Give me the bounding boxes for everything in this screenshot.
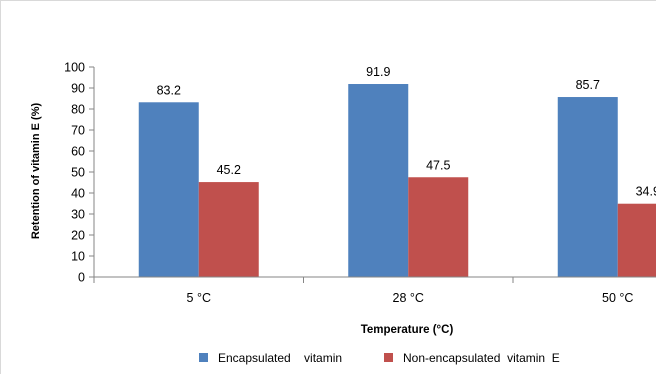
y-tick-label: 90 [71, 82, 85, 96]
x-tick-label: 28 °C [393, 291, 424, 305]
legend-label: Encapsulated vitamin [218, 351, 342, 365]
legend-swatch [199, 353, 208, 362]
bar [348, 84, 409, 277]
x-tick-label: 50 °C [602, 291, 633, 305]
x-tick-label: 5 °C [187, 291, 211, 305]
legend-swatch [384, 353, 393, 362]
y-tick-label: 80 [71, 103, 85, 117]
y-tick-label: 100 [64, 61, 85, 75]
y-axis-ticks: 0 10 20 30 40 50 60 70 80 90 100 [64, 61, 94, 285]
y-tick-label: 40 [71, 187, 85, 201]
bar [617, 203, 656, 277]
y-tick-label: 50 [71, 166, 85, 180]
bar-value-label: 45.2 [217, 163, 241, 177]
bar-value-label: 85.7 [576, 78, 600, 92]
y-tick-label: 30 [71, 208, 85, 222]
bar-value-label: 91.9 [366, 65, 390, 79]
bar-value-label: 34.9 [636, 185, 656, 199]
x-axis-ticks: 5 °C 28 °C 50 °C [93, 277, 633, 305]
y-tick-label: 0 [78, 271, 85, 285]
bars [138, 84, 656, 277]
y-axis-title: Retention of vitamin E (%) [30, 103, 42, 240]
bar [138, 102, 199, 277]
x-axis-title: Temperature (°C) [361, 324, 454, 336]
legend: Encapsulated vitamin Non-encapsulated vit… [199, 351, 560, 365]
bar-labels: 83.2 45.2 91.9 47.5 85.7 34.9 [157, 65, 656, 199]
y-tick-label: 60 [71, 145, 85, 159]
bar-value-label: 47.5 [426, 158, 450, 172]
bar [408, 177, 469, 277]
legend-label: Non-encapsulated vitamin E [403, 351, 560, 365]
bar-value-label: 83.2 [157, 83, 181, 97]
y-tick-label: 10 [71, 250, 85, 264]
y-tick-label: 70 [71, 124, 85, 138]
y-tick-label: 20 [71, 229, 85, 243]
bar [557, 97, 618, 277]
bar [198, 182, 259, 277]
